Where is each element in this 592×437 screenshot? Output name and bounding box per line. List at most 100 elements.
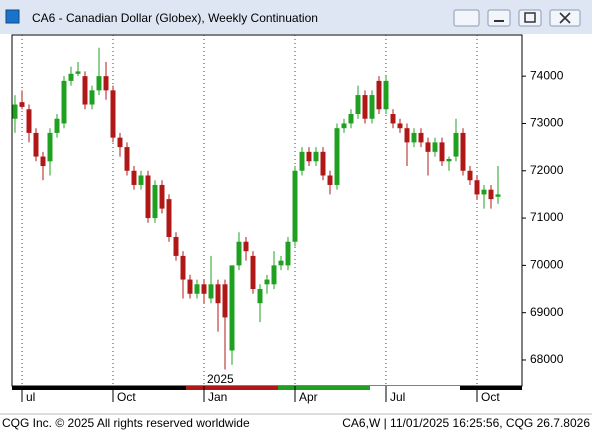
candle-body [383, 80, 389, 110]
candle-body [257, 289, 263, 304]
y-tick-label: 68000 [530, 352, 564, 366]
x-tick-label: Apr [299, 390, 318, 404]
candle-body [488, 189, 494, 200]
timeline-segment [370, 386, 460, 390]
candle-body [439, 142, 445, 162]
candle-body [26, 109, 32, 133]
candle-body [327, 175, 333, 185]
footer-right: CA6,W | 11/01/2025 16:25:56, CQG 26.7.80… [342, 416, 590, 430]
plot-area [11, 34, 523, 387]
candle-body [481, 189, 487, 195]
timeline-segment [460, 386, 522, 390]
x-tick-label: Oct [481, 390, 500, 404]
candle-body [215, 284, 221, 304]
candle-body [369, 95, 375, 119]
maximize-glyph [524, 12, 536, 23]
y-tick-label: 69000 [530, 305, 564, 319]
candle-body [201, 284, 207, 294]
candle-body [173, 236, 179, 256]
candle-body [313, 151, 319, 162]
y-tick-label: 72000 [530, 163, 564, 177]
candle-body [180, 255, 186, 280]
candle-body [159, 184, 165, 209]
candle-body [229, 265, 235, 351]
candle-body [446, 158, 452, 162]
y-tick-label: 73000 [530, 116, 564, 130]
timeline-segment [186, 386, 278, 390]
candle-body [124, 147, 130, 171]
candle-body [474, 180, 480, 195]
candle-body [306, 151, 312, 162]
footer-left: CQG Inc. © 2025 All rights reserved worl… [2, 416, 250, 430]
x-tick-label: Jan [208, 390, 227, 404]
candle-body [145, 175, 151, 219]
candle-body [425, 142, 431, 152]
candle-body [138, 175, 144, 185]
candle-body [194, 284, 200, 294]
candle-body [40, 156, 46, 167]
candle-body [418, 132, 424, 143]
y-tick-label: 71000 [530, 210, 564, 224]
candle-body [495, 194, 501, 197]
candle-body [12, 104, 18, 119]
close-glyph [559, 12, 571, 24]
candle-body [75, 71, 81, 74]
year-label: 2025 [207, 372, 234, 386]
candle-body [187, 279, 193, 294]
candle-body [33, 132, 39, 157]
candle-body [152, 184, 158, 219]
candle-body [131, 170, 137, 185]
candle-body [54, 118, 60, 133]
link-button[interactable] [453, 9, 480, 27]
candle-body [19, 102, 25, 107]
timeline-segment [12, 386, 96, 390]
candle-body [61, 80, 67, 124]
y-tick-label: 74000 [530, 68, 564, 82]
candle-body [341, 123, 347, 129]
x-tick-label: Jul [390, 390, 405, 404]
candle-body [68, 73, 74, 81]
candle-body [89, 90, 95, 105]
x-tick-label: ul [26, 390, 35, 404]
y-tick-label: 70000 [530, 258, 564, 272]
candle-body [362, 95, 368, 119]
candle-body [103, 76, 109, 91]
candle-body [390, 113, 396, 124]
candle-body [82, 76, 88, 105]
timeline-segment [96, 386, 186, 390]
candle-body [411, 132, 417, 143]
candle-body [348, 113, 354, 124]
candle-body [96, 76, 102, 91]
candle-body [299, 151, 305, 171]
candle-body [432, 142, 438, 152]
candle-body [271, 265, 277, 285]
plot-layer: 68000 69000 70000 71000 72000 73000 74000 ul Oct… [12, 35, 564, 404]
candle-body [397, 123, 403, 129]
candle-body [278, 260, 284, 266]
candle-body [243, 241, 249, 252]
candle-body [208, 284, 214, 299]
candle-body [292, 170, 298, 242]
candle-body [453, 132, 459, 157]
candle-body [376, 80, 382, 110]
candle-body [117, 137, 123, 148]
minimize-button[interactable] [487, 9, 511, 27]
timeline-segment [278, 386, 370, 390]
candle-body [110, 90, 116, 138]
candle-body [222, 284, 228, 318]
candle-body [236, 241, 242, 266]
candle-body [334, 128, 340, 185]
candle-body [264, 279, 270, 285]
candle-body [166, 199, 172, 237]
candle-body [460, 132, 466, 171]
candle-body [467, 170, 473, 181]
candle-body [285, 241, 291, 266]
x-tick-label: Oct [117, 390, 136, 404]
candle-body [404, 128, 410, 143]
window-title: CA6 - Canadian Dollar (Globex), Weekly C… [32, 11, 318, 25]
app-icon [5, 9, 20, 24]
candle-body [320, 151, 326, 176]
candle-body [250, 255, 256, 290]
candle-body [355, 95, 361, 114]
